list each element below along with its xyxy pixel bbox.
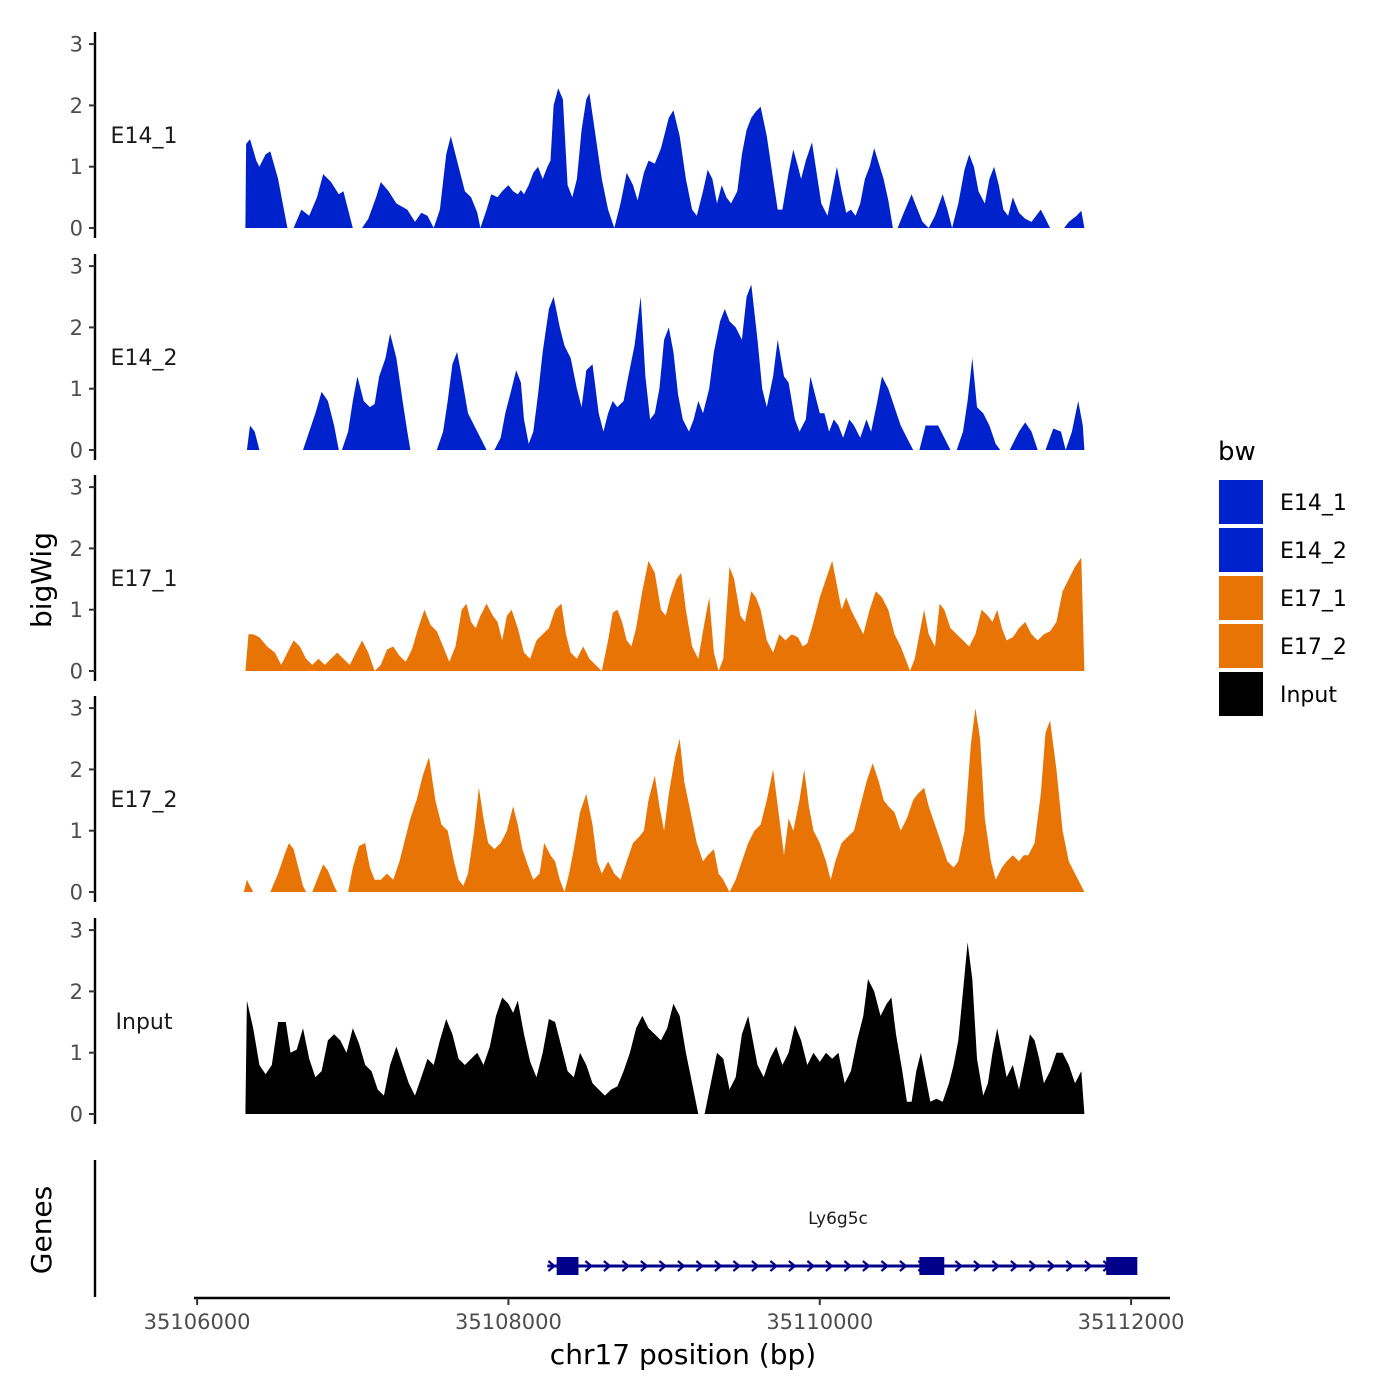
y-tick-label: 3 [70, 697, 83, 721]
y-tick-label: 1 [70, 1041, 83, 1065]
y-tick-label: 2 [70, 758, 83, 782]
y-tick-label: 2 [70, 537, 83, 561]
legend-swatch-e14-2 [1219, 528, 1263, 572]
y-tick-label: 0 [70, 660, 83, 684]
strand-arrow [954, 1260, 964, 1272]
y-tick-label: 3 [70, 476, 83, 500]
strand-arrow [825, 1260, 834, 1272]
area-e14-2 [246, 284, 1085, 450]
strand-arrow [806, 1260, 816, 1272]
legend-title: bw [1218, 437, 1256, 467]
legend-label-e17-2: E17_2 [1280, 635, 1347, 660]
track-e17-2: 0 1 2 3 E17_2 [70, 696, 1085, 905]
strand-arrow [862, 1260, 871, 1272]
y-tick-label: 3 [70, 255, 83, 279]
track-label: E17_2 [111, 788, 178, 813]
legend-swatch-input [1219, 672, 1263, 716]
y-tick-label: 0 [70, 217, 83, 241]
strand-arrow [603, 1260, 612, 1272]
strand-arrow [732, 1260, 742, 1272]
y-axis-title: bigWig [25, 532, 58, 628]
strand-arrow [1084, 1260, 1093, 1272]
tracks-group: 0 1 2 3 E14_1 0 1 2 3 E14_2 0 1 2 3 E17_1 0 1 2 3 E17_2 0 1 2 3… [70, 32, 1085, 1127]
strand-arrow [1010, 1260, 1019, 1272]
y-tick-label: 2 [70, 980, 83, 1004]
strand-arrow [991, 1260, 1001, 1272]
exon [556, 1257, 579, 1275]
track-label: E14_2 [111, 346, 178, 371]
area-e14-1 [245, 88, 1085, 228]
strand-arrow [695, 1260, 705, 1272]
strand-arrow [658, 1260, 668, 1272]
genes-panel: Ly6g5c [93, 1160, 1138, 1297]
x-axis-title: chr17 position (bp) [550, 1338, 816, 1371]
track-label: E14_1 [111, 124, 178, 149]
legend-label-e14-1: E14_1 [1280, 491, 1347, 516]
strand-arrow [1047, 1260, 1056, 1272]
legend-label-input: Input [1280, 683, 1337, 708]
legend: bw E14_1 E14_2 E17_1 E17_2 Input [1218, 437, 1347, 716]
track-e14-2: 0 1 2 3 E14_2 [70, 254, 1085, 463]
track-input: 0 1 2 3 Input [70, 918, 1085, 1127]
strand-arrow [843, 1260, 853, 1272]
legend-swatch-e17-1 [1219, 576, 1263, 620]
track-label: E17_1 [111, 567, 178, 592]
y-tick-label: 1 [70, 155, 83, 179]
y-tick-label: 0 [70, 881, 83, 905]
strand-arrow [788, 1260, 797, 1272]
strand-arrow [973, 1260, 982, 1272]
y-tick-label: 3 [70, 33, 83, 57]
strand-arrow [677, 1260, 686, 1272]
strand-arrow [584, 1260, 594, 1272]
gene-name-label: Ly6g5c [808, 1209, 868, 1229]
y-tick-label: 3 [70, 919, 83, 943]
strand-arrow [621, 1260, 631, 1272]
exon [1106, 1257, 1138, 1275]
legend-label-e14-2: E14_2 [1280, 539, 1347, 564]
x-axis: 35106000 35108000 35110000 35112000 [144, 1296, 1185, 1334]
x-tick-label: 35112000 [1078, 1310, 1185, 1334]
strand-arrow [880, 1260, 890, 1272]
genes-axis-title: Genes [25, 1186, 58, 1274]
strand-arrow [640, 1260, 649, 1272]
x-tick-label: 35110000 [766, 1310, 873, 1334]
y-tick-label: 0 [70, 1103, 83, 1127]
y-tick-label: 0 [70, 439, 83, 463]
y-tick-label: 2 [70, 316, 83, 340]
strand-arrow [769, 1260, 779, 1272]
legend-swatch-e14-1 [1219, 480, 1263, 524]
strand-arrow [751, 1260, 760, 1272]
y-tick-label: 2 [70, 94, 83, 118]
strand-arrow [1065, 1260, 1075, 1272]
area-input [245, 942, 1085, 1114]
y-tick-label: 1 [70, 598, 83, 622]
x-tick-label: 35108000 [455, 1310, 562, 1334]
y-tick-label: 1 [70, 819, 83, 843]
x-tick-label: 35106000 [144, 1310, 251, 1334]
area-e17-1 [245, 557, 1085, 671]
strand-arrow [899, 1260, 908, 1272]
strand-arrow [547, 1260, 557, 1272]
legend-label-e17-1: E17_1 [1280, 587, 1347, 612]
strand-arrow [714, 1260, 723, 1272]
area-e17-2 [243, 708, 1085, 892]
y-tick-label: 1 [70, 377, 83, 401]
exon [919, 1257, 945, 1275]
legend-swatch-e17-2 [1219, 624, 1263, 668]
strand-arrow [1028, 1260, 1038, 1272]
track-e14-1: 0 1 2 3 E14_1 [70, 32, 1085, 241]
track-label: Input [116, 1010, 173, 1035]
track-e17-1: 0 1 2 3 E17_1 [70, 475, 1085, 684]
